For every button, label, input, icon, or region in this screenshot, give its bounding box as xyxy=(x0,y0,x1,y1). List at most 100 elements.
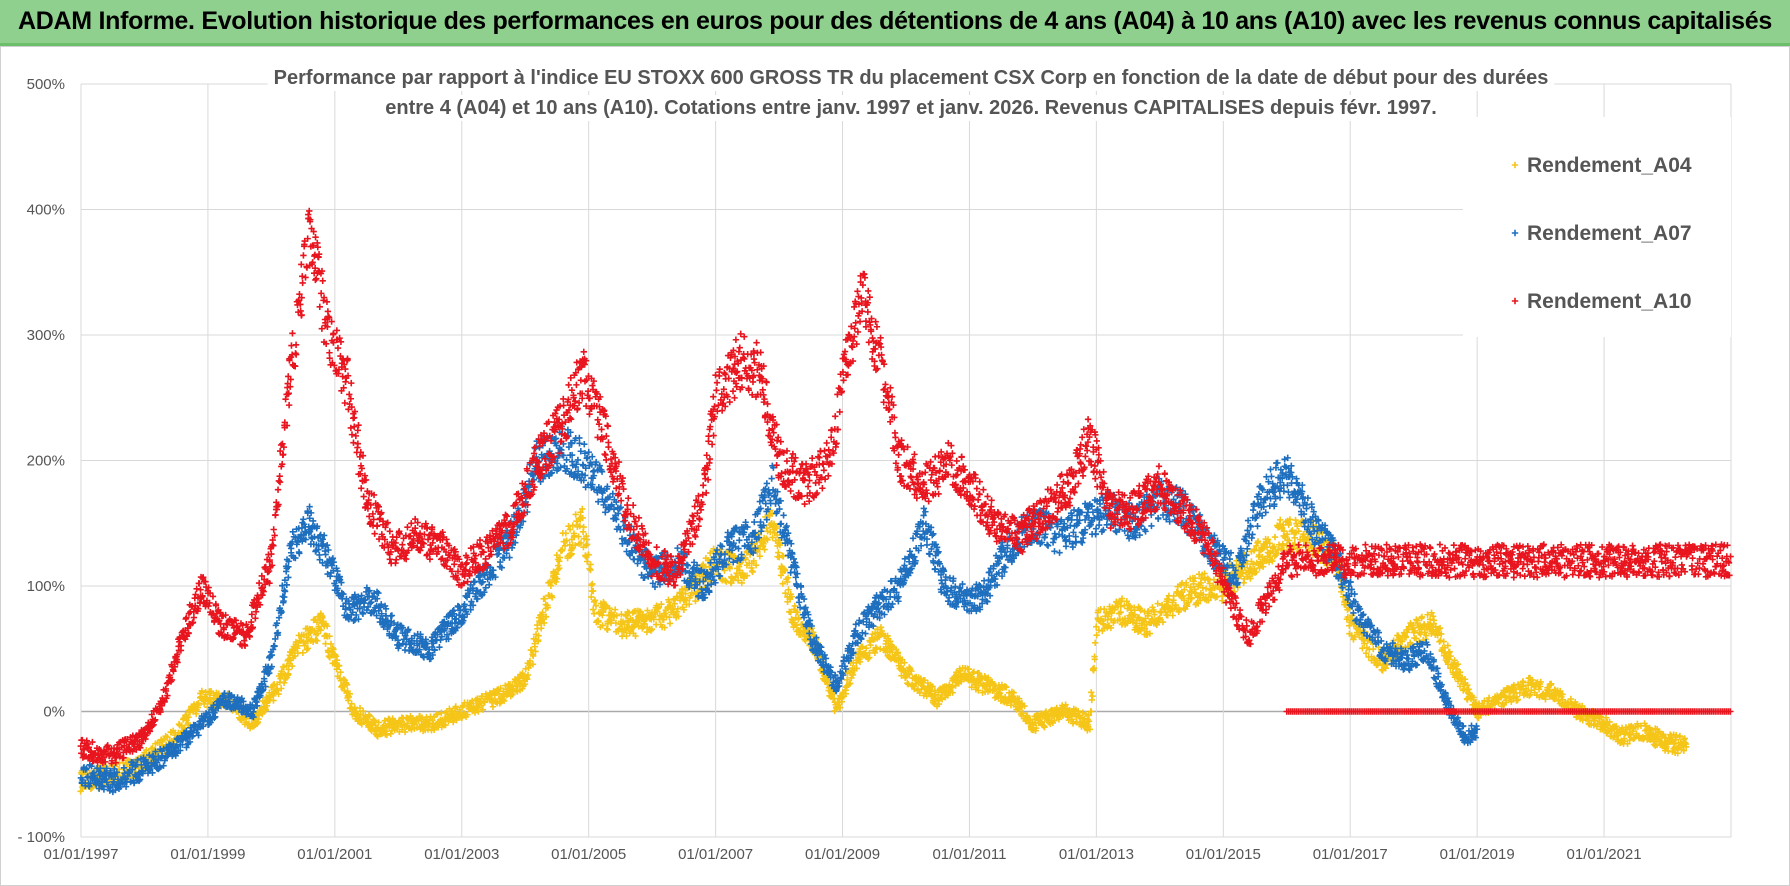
x-tick-label: 01/01/2005 xyxy=(551,846,626,863)
rendement-a04-marker xyxy=(303,646,310,653)
rendement-a07-marker xyxy=(300,516,307,523)
rendement-a07-marker xyxy=(683,561,691,568)
rendement-a07-marker xyxy=(375,589,382,597)
rendement-a04-marker xyxy=(359,707,367,715)
rendement-a07-marker xyxy=(368,598,375,606)
rendement-a04-marker xyxy=(1292,516,1299,524)
rendement-a04-marker xyxy=(333,665,340,673)
rendement-a04-marker xyxy=(319,614,326,621)
rendement-a04-marker xyxy=(749,568,756,576)
rendement-a04-marker xyxy=(303,634,310,641)
rendement-a04-marker xyxy=(195,701,202,709)
rendement-a04-marker xyxy=(313,618,321,626)
rendement-a07-marker xyxy=(768,475,775,482)
rendement-a04-marker xyxy=(1291,534,1298,542)
rendement-a04-marker xyxy=(434,710,441,718)
rendement-a04-marker xyxy=(274,687,281,694)
rendement-a04-marker xyxy=(371,717,378,724)
rendement-a04-marker xyxy=(335,662,343,669)
rendement-a07-marker xyxy=(780,512,787,519)
rendement-a04-marker xyxy=(340,676,347,683)
y-tick-label: 400% xyxy=(27,202,65,219)
rendement-a04-marker xyxy=(311,627,318,635)
x-tick-label: 01/01/2019 xyxy=(1440,846,1515,863)
rendement-a04-marker xyxy=(345,693,352,701)
rendement-a07-marker xyxy=(270,642,278,650)
x-tick-label: 01/01/1997 xyxy=(43,846,118,863)
rendement-a04-marker xyxy=(588,582,595,589)
rendement-a04-marker xyxy=(284,671,292,679)
rendement-a04-marker xyxy=(387,730,394,738)
rendement-a07-marker xyxy=(674,544,681,552)
x-tick-label: 01/01/2021 xyxy=(1567,846,1642,863)
rendement-a07-marker xyxy=(581,440,588,448)
y-tick-label: - 100% xyxy=(17,829,65,846)
rendement-a04-marker xyxy=(346,690,353,697)
chart-frame: 500% 400% 300% 200% 100% 0% - 100% 01/01/1997 01… xyxy=(0,46,1790,886)
rendement-a07-marker xyxy=(751,518,758,526)
y-tick-label: 300% xyxy=(27,327,65,344)
rendement-a07-marker xyxy=(589,453,596,460)
x-tick-label: 01/01/2009 xyxy=(805,846,880,863)
rendement-a04-marker xyxy=(666,620,674,627)
rendement-a07-marker xyxy=(862,630,869,637)
x-tick-label: 01/01/2001 xyxy=(297,846,372,863)
rendement-a07-marker xyxy=(388,612,396,619)
rendement-a07-marker xyxy=(478,579,485,586)
x-tick-label: 01/01/2007 xyxy=(678,846,753,863)
rendement-a04-marker xyxy=(366,712,373,720)
rendement-a07-marker xyxy=(471,578,478,585)
rendement-a04-marker xyxy=(575,533,582,540)
rendement-a04-marker xyxy=(262,706,269,713)
title-banner: ADAM Informe. Evolution historique des p… xyxy=(0,0,1790,46)
rendement-a04-marker xyxy=(198,687,206,695)
banner-title: ADAM Informe. Evolution historique des p… xyxy=(18,7,1772,35)
rendement-a04-marker xyxy=(1240,579,1247,586)
y-tick-label: 200% xyxy=(27,453,65,470)
rendement-a07-marker xyxy=(585,448,592,456)
x-tick-label: 01/01/2011 xyxy=(932,846,1006,863)
rendement-a07-marker xyxy=(320,532,328,539)
rendement-a04-marker xyxy=(431,726,438,734)
rendement-a07-marker xyxy=(485,581,493,588)
rendement-a04-marker xyxy=(164,733,171,741)
rendement-a07-marker xyxy=(437,636,444,644)
rendement-a07-marker xyxy=(801,605,808,612)
rendement-a04-marker xyxy=(590,610,598,617)
rendement-a04-marker xyxy=(332,653,340,660)
rendement-a04-marker xyxy=(589,587,597,595)
x-tick-label: 01/01/2017 xyxy=(1313,846,1388,863)
rendement-a07-marker xyxy=(296,550,303,557)
rendement-a04-marker xyxy=(275,690,282,698)
rendement-a04-marker xyxy=(528,647,535,654)
y-tick-label: 500% xyxy=(27,76,65,93)
rendement-a04-marker xyxy=(143,747,150,754)
rendement-a04-marker xyxy=(330,646,337,653)
rendement-a04-marker xyxy=(207,687,215,695)
rendement-a04-marker xyxy=(1154,600,1161,607)
rendement-a04-marker xyxy=(314,637,321,645)
rendement-a04-marker xyxy=(580,523,587,531)
rendement-a04-marker xyxy=(1088,689,1095,696)
x-tick-label: 01/01/2015 xyxy=(1186,846,1261,863)
rendement-a04-marker xyxy=(356,704,364,712)
x-tick-label: 01/01/2013 xyxy=(1059,846,1134,863)
rendement-a04-marker xyxy=(343,681,351,689)
rendement-a04-marker xyxy=(780,553,787,560)
rendement-a04-marker xyxy=(357,711,364,718)
rendement-a04-marker xyxy=(604,626,611,634)
rendement-a04-marker xyxy=(401,728,409,736)
rendement-a04-marker xyxy=(324,622,331,630)
rendement-a04-marker xyxy=(1519,678,1527,685)
rendement-a04-marker xyxy=(333,657,341,664)
rendement-a04-marker xyxy=(413,724,421,731)
rendement-a04-marker xyxy=(1271,533,1279,541)
rendement-a04-marker xyxy=(299,649,307,657)
rendement-a04-marker xyxy=(77,788,84,795)
rendement-a04-marker xyxy=(375,719,382,726)
rendement-a04-marker xyxy=(1418,613,1426,621)
chart-svg: 500%400%300%200%100%0%- 100%01/01/1997 01… xyxy=(17,65,1734,863)
rendement-a07-marker xyxy=(359,610,367,618)
rendement-a04-marker xyxy=(358,721,365,728)
y-tick-label: 0% xyxy=(43,704,65,721)
